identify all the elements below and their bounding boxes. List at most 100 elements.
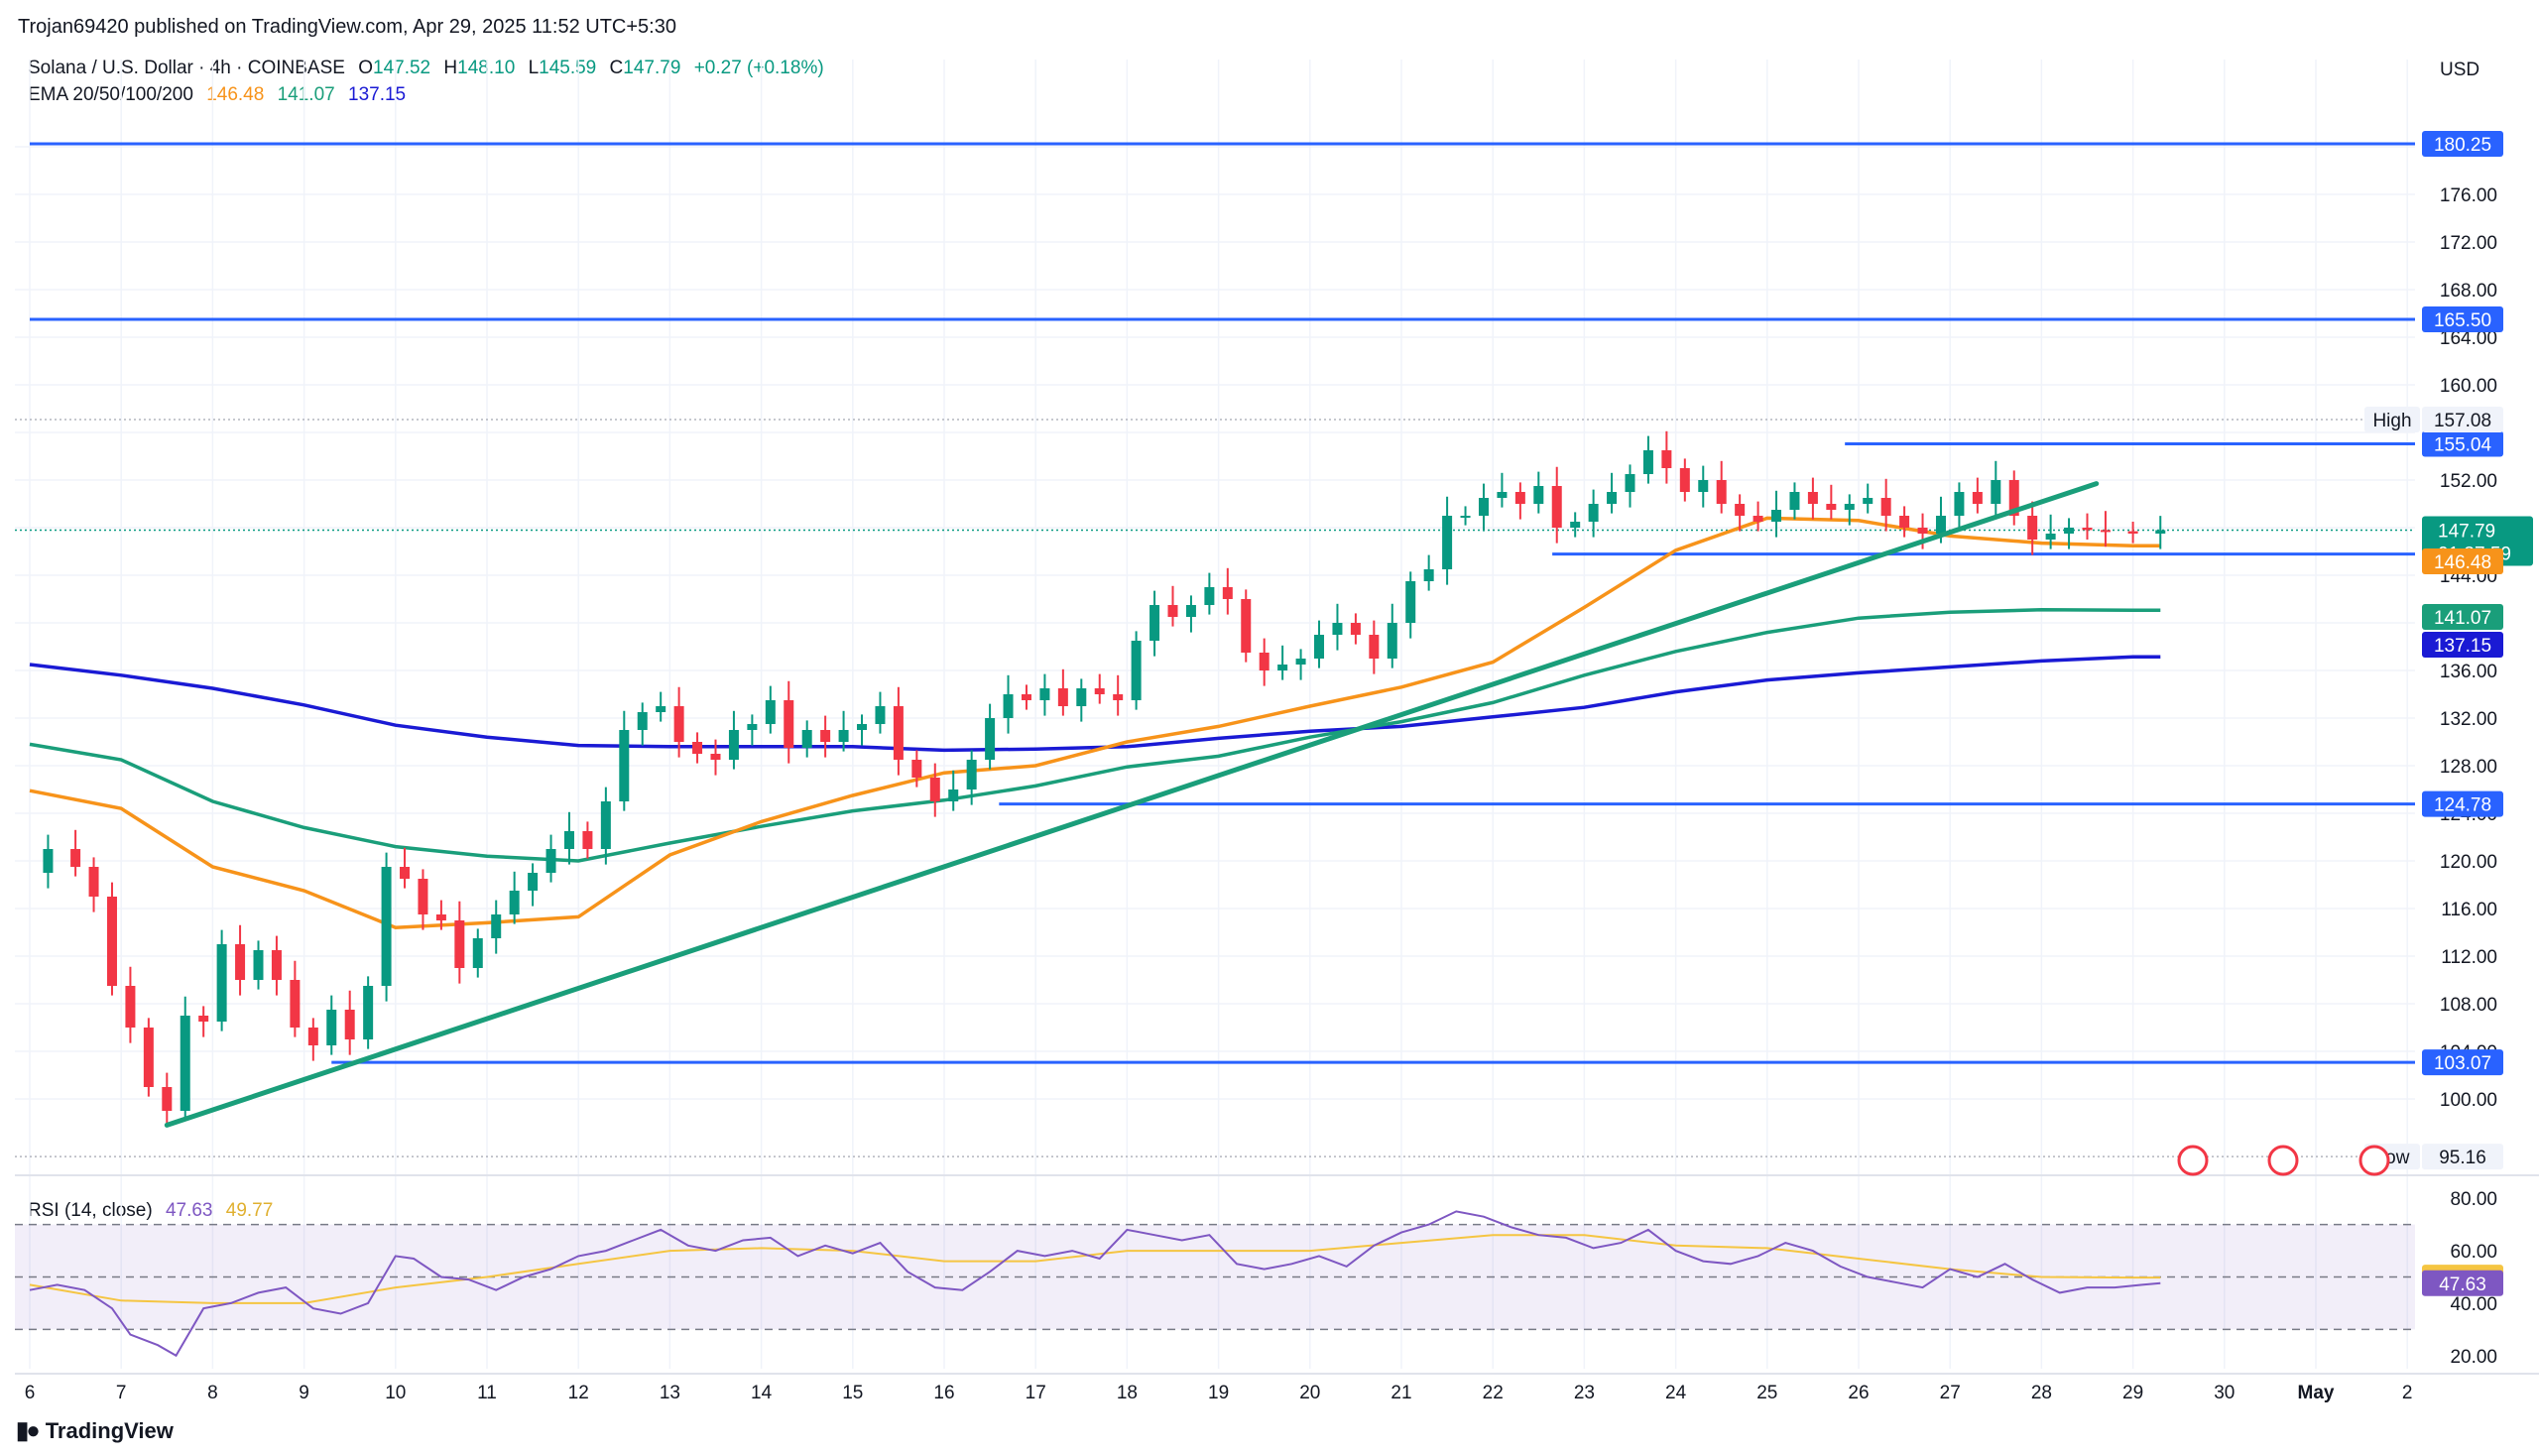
candle-body xyxy=(801,730,812,748)
ema-legend[interactable]: EMA 20/50/100/200 146.48 141.07 137.15 xyxy=(28,84,414,106)
candle-body xyxy=(1094,688,1105,694)
candle-body xyxy=(2008,480,2019,516)
x-tick-label: 26 xyxy=(1848,1383,1869,1403)
ema20-line xyxy=(29,516,2161,929)
rsi-y-tick-label: 40.00 xyxy=(2450,1294,2497,1315)
y-tick-label: 112.00 xyxy=(2441,947,2497,968)
candle-body xyxy=(290,980,301,1028)
candle-body xyxy=(710,754,721,760)
high-price-tag-bg xyxy=(2422,407,2503,433)
candle-body xyxy=(1588,504,1599,522)
x-tick-label: 15 xyxy=(842,1383,863,1403)
candle-body xyxy=(2100,530,2111,533)
level-price-tag: 103.07 xyxy=(2434,1053,2491,1074)
x-tick-label: 12 xyxy=(568,1383,589,1403)
candle-body xyxy=(582,831,593,849)
candle-body xyxy=(1735,504,1746,516)
axes: USD100.00104.00108.00112.00116.00120.001… xyxy=(15,40,2539,1428)
candle-body xyxy=(1789,492,1800,510)
open-value: 147.52 xyxy=(373,58,431,78)
tradingview-logo-icon: ▮● xyxy=(16,1417,41,1444)
y-tick-label: 172.00 xyxy=(2440,233,2497,254)
candle-body xyxy=(1826,504,1837,510)
currency-label: USD xyxy=(2440,60,2479,80)
candle-body xyxy=(1167,605,1178,617)
candle-body xyxy=(1369,635,1380,659)
ema-price-tag: 137.15 xyxy=(2434,636,2491,657)
candle-body xyxy=(728,730,739,760)
close-value: 147.79 xyxy=(623,58,681,78)
x-tick-label: May xyxy=(2298,1383,2335,1403)
candle-body xyxy=(1607,492,1618,504)
candle-body xyxy=(88,867,99,897)
high-price-tag: 157.08 xyxy=(2434,411,2491,431)
candle-body xyxy=(1954,492,1965,516)
level-price-tag: 180.25 xyxy=(2434,135,2491,156)
candle-body xyxy=(180,1016,190,1111)
open-label: O xyxy=(358,58,374,78)
candle-body xyxy=(1716,480,1727,504)
candle-body xyxy=(1113,694,1124,700)
candles xyxy=(43,430,2166,1127)
candle-body xyxy=(1076,688,1087,706)
low-label: L xyxy=(528,58,540,78)
published-info: Trojan69420 published on TradingView.com… xyxy=(18,16,676,38)
y-tick-label: 100.00 xyxy=(2440,1090,2497,1111)
x-tick-label: 10 xyxy=(385,1383,406,1403)
candle-body xyxy=(1807,492,1818,504)
candle-body xyxy=(1863,498,1874,504)
high-label: High xyxy=(2372,411,2411,431)
y-tick-label: 132.00 xyxy=(2440,709,2497,730)
candle-body xyxy=(948,789,959,801)
candle-body xyxy=(1241,599,1252,653)
change-value: +0.27 (+0.18%) xyxy=(693,58,824,78)
candle-body xyxy=(1514,492,1525,504)
high-value: 148.10 xyxy=(457,58,516,78)
candle-body xyxy=(1880,498,1891,516)
candle-body xyxy=(1057,688,1068,706)
candle-body xyxy=(235,944,246,980)
candle-body xyxy=(1277,665,1288,670)
ema200-line xyxy=(29,655,2161,753)
x-tick-label: 24 xyxy=(1665,1383,1687,1403)
tradingview-logo[interactable]: ▮● TradingView xyxy=(16,1416,174,1445)
candle-body xyxy=(2064,528,2075,534)
rsi-y-tick-label: 60.00 xyxy=(2450,1242,2497,1263)
candle-body xyxy=(985,718,996,760)
x-tick-label: 27 xyxy=(1940,1383,1961,1403)
x-tick-label: 18 xyxy=(1117,1383,1138,1403)
y-tick-label: 116.00 xyxy=(2441,900,2497,920)
x-tick-label: 9 xyxy=(299,1383,309,1403)
candle-body xyxy=(418,879,428,914)
candle-body xyxy=(143,1028,154,1087)
level-price-tag-bg xyxy=(2422,306,2503,332)
candle-body xyxy=(528,873,539,891)
candle-body xyxy=(1314,635,1325,659)
us-flag-icon xyxy=(2358,1145,2390,1176)
candle-body xyxy=(1442,516,1453,569)
candle-body xyxy=(400,867,411,879)
candle-body xyxy=(70,849,81,867)
candle-body xyxy=(454,920,465,968)
candle-body xyxy=(253,950,264,980)
candle-body xyxy=(491,914,502,938)
rsi-value-tag-bg xyxy=(2422,1270,2503,1296)
high-label-bg xyxy=(2364,407,2420,433)
candle-body xyxy=(637,712,648,730)
ema-price-tag: 141.07 xyxy=(2434,608,2491,629)
candle-body xyxy=(673,706,684,742)
x-tick-label: 25 xyxy=(1756,1383,1777,1403)
candle-body xyxy=(1625,474,1635,492)
event-icons xyxy=(2177,1145,2390,1176)
candle-body xyxy=(857,724,868,730)
x-tick-label: 13 xyxy=(660,1383,680,1403)
ema50-line xyxy=(29,608,2161,863)
candle-body xyxy=(1149,605,1160,641)
candle-body xyxy=(563,831,574,849)
brand-name: TradingView xyxy=(45,1417,174,1443)
symbol-legend[interactable]: Solana / U.S. Dollar · 4h · COINBASE O14… xyxy=(28,58,832,79)
candle-body xyxy=(162,1087,173,1111)
candle-body xyxy=(1991,480,2001,504)
trendline-group xyxy=(164,481,2100,1128)
